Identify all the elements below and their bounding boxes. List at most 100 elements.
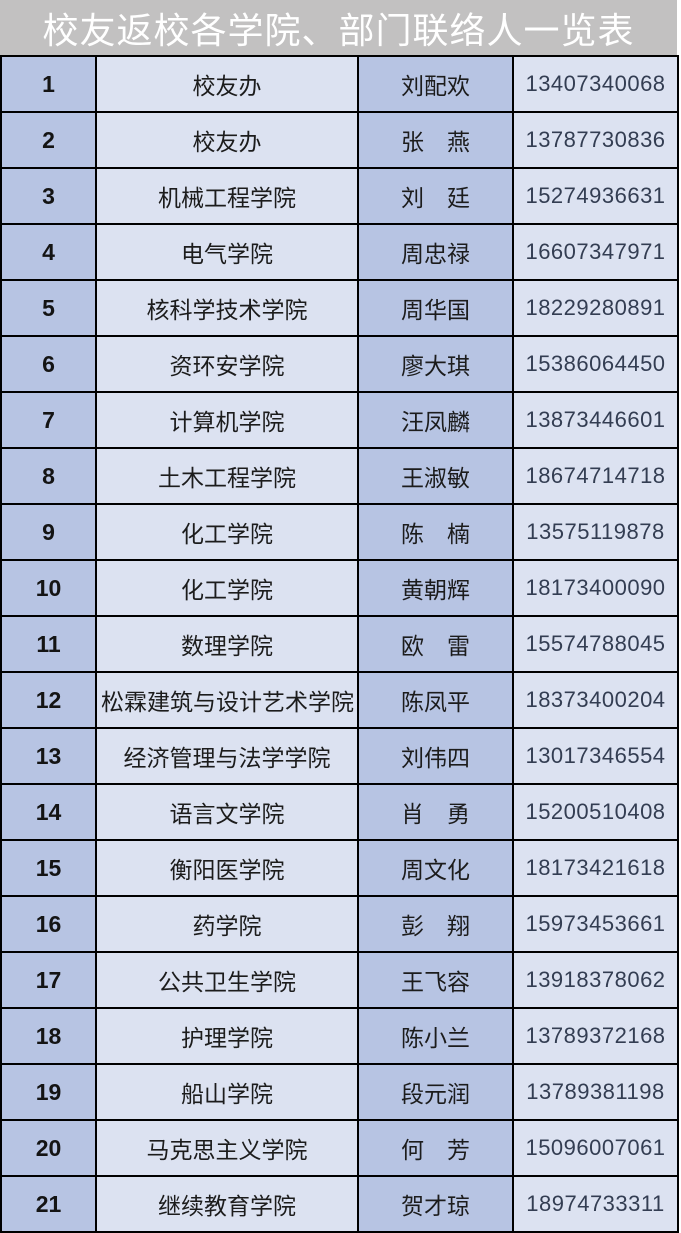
contact-name-cell: 刘配欢 [357,55,514,113]
contact-name-cell: 陈凤平 [357,671,514,729]
phone-cell: 13918378062 [512,951,679,1009]
contact-name-cell: 欧 雷 [357,615,514,673]
table-row: 13 经济管理与法学学院 刘伟四 13017346554 [0,727,679,785]
contact-name-cell: 张 燕 [357,111,514,169]
row-number-cell: 21 [0,1175,97,1233]
contact-name-cell: 刘 廷 [357,167,514,225]
phone-cell: 15386064450 [512,335,679,393]
department-cell: 衡阳医学院 [95,839,359,897]
phone-cell: 13017346554 [512,727,679,785]
contact-name-cell: 王淑敏 [357,447,514,505]
department-cell: 计算机学院 [95,391,359,449]
table-row: 21 继续教育学院 贺才琼 18974733311 [0,1175,679,1233]
department-cell: 经济管理与法学学院 [95,727,359,785]
department-cell: 语言文学院 [95,783,359,841]
phone-cell: 16607347971 [512,223,679,281]
department-cell: 数理学院 [95,615,359,673]
row-number-cell: 17 [0,951,97,1009]
contact-name-cell: 肖 勇 [357,783,514,841]
department-cell: 土木工程学院 [95,447,359,505]
phone-cell: 13873446601 [512,391,679,449]
table-row: 6 资环安学院 廖大琪 15386064450 [0,335,679,393]
department-cell: 药学院 [95,895,359,953]
phone-cell: 13407340068 [512,55,679,113]
contact-name-cell: 何 芳 [357,1119,514,1177]
department-cell: 护理学院 [95,1007,359,1065]
row-number-cell: 16 [0,895,97,953]
row-number-cell: 15 [0,839,97,897]
department-cell: 电气学院 [95,223,359,281]
phone-cell: 18173421618 [512,839,679,897]
row-number-cell: 4 [0,223,97,281]
row-number-cell: 20 [0,1119,97,1177]
contact-name-cell: 陈小兰 [357,1007,514,1065]
row-number-cell: 8 [0,447,97,505]
department-cell: 校友办 [95,55,359,113]
contact-name-cell: 廖大琪 [357,335,514,393]
row-number-cell: 19 [0,1063,97,1121]
contact-name-cell: 周忠禄 [357,223,514,281]
department-cell: 继续教育学院 [95,1175,359,1233]
contact-name-cell: 汪凤麟 [357,391,514,449]
table-row: 16 药学院 彭 翔 15973453661 [0,895,679,953]
row-number-cell: 12 [0,671,97,729]
phone-cell: 15200510408 [512,783,679,841]
table-row: 19 船山学院 段元润 13789381198 [0,1063,679,1121]
table-row: 17 公共卫生学院 王飞容 13918378062 [0,951,679,1009]
phone-cell: 15574788045 [512,615,679,673]
phone-cell: 15973453661 [512,895,679,953]
page-title: 校友返校各学院、部门联络人一览表 [0,0,677,55]
phone-cell: 13789372168 [512,1007,679,1065]
table-row: 2 校友办 张 燕 13787730836 [0,111,679,169]
table-row: 9 化工学院 陈 楠 13575119878 [0,503,679,561]
table-row: 11 数理学院 欧 雷 15574788045 [0,615,679,673]
table-row: 14 语言文学院 肖 勇 15200510408 [0,783,679,841]
table-body: 1 校友办 刘配欢 13407340068 2 校友办 张 燕 13787730… [0,55,679,1233]
phone-cell: 18974733311 [512,1175,679,1233]
phone-cell: 13789381198 [512,1063,679,1121]
table-row: 1 校友办 刘配欢 13407340068 [0,55,679,113]
row-number-cell: 10 [0,559,97,617]
contact-name-cell: 陈 楠 [357,503,514,561]
row-number-cell: 18 [0,1007,97,1065]
table-row: 10 化工学院 黄朝辉 18173400090 [0,559,679,617]
row-number-cell: 11 [0,615,97,673]
contact-name-cell: 王飞容 [357,951,514,1009]
row-number-cell: 2 [0,111,97,169]
table-row: 4 电气学院 周忠禄 16607347971 [0,223,679,281]
phone-cell: 18373400204 [512,671,679,729]
department-cell: 化工学院 [95,503,359,561]
phone-cell: 15274936631 [512,167,679,225]
phone-cell: 13575119878 [512,503,679,561]
contact-name-cell: 彭 翔 [357,895,514,953]
phone-cell: 13787730836 [512,111,679,169]
contact-name-cell: 刘伟四 [357,727,514,785]
department-cell: 松霖建筑与设计艺术学院 [95,671,359,729]
department-cell: 机械工程学院 [95,167,359,225]
department-cell: 校友办 [95,111,359,169]
table-row: 15 衡阳医学院 周文化 18173421618 [0,839,679,897]
table-row: 7 计算机学院 汪凤麟 13873446601 [0,391,679,449]
phone-cell: 15096007061 [512,1119,679,1177]
contact-table: 1 校友办 刘配欢 13407340068 2 校友办 张 燕 13787730… [0,55,679,1233]
table-row: 20 马克思主义学院 何 芳 15096007061 [0,1119,679,1177]
phone-cell: 18173400090 [512,559,679,617]
department-cell: 公共卫生学院 [95,951,359,1009]
row-number-cell: 14 [0,783,97,841]
table-row: 18 护理学院 陈小兰 13789372168 [0,1007,679,1065]
row-number-cell: 6 [0,335,97,393]
contact-name-cell: 周文化 [357,839,514,897]
phone-cell: 18229280891 [512,279,679,337]
phone-cell: 18674714718 [512,447,679,505]
row-number-cell: 3 [0,167,97,225]
department-cell: 船山学院 [95,1063,359,1121]
row-number-cell: 1 [0,55,97,113]
table-row: 3 机械工程学院 刘 廷 15274936631 [0,167,679,225]
department-cell: 核科学技术学院 [95,279,359,337]
department-cell: 马克思主义学院 [95,1119,359,1177]
row-number-cell: 9 [0,503,97,561]
table-row: 12 松霖建筑与设计艺术学院 陈凤平 18373400204 [0,671,679,729]
department-cell: 资环安学院 [95,335,359,393]
